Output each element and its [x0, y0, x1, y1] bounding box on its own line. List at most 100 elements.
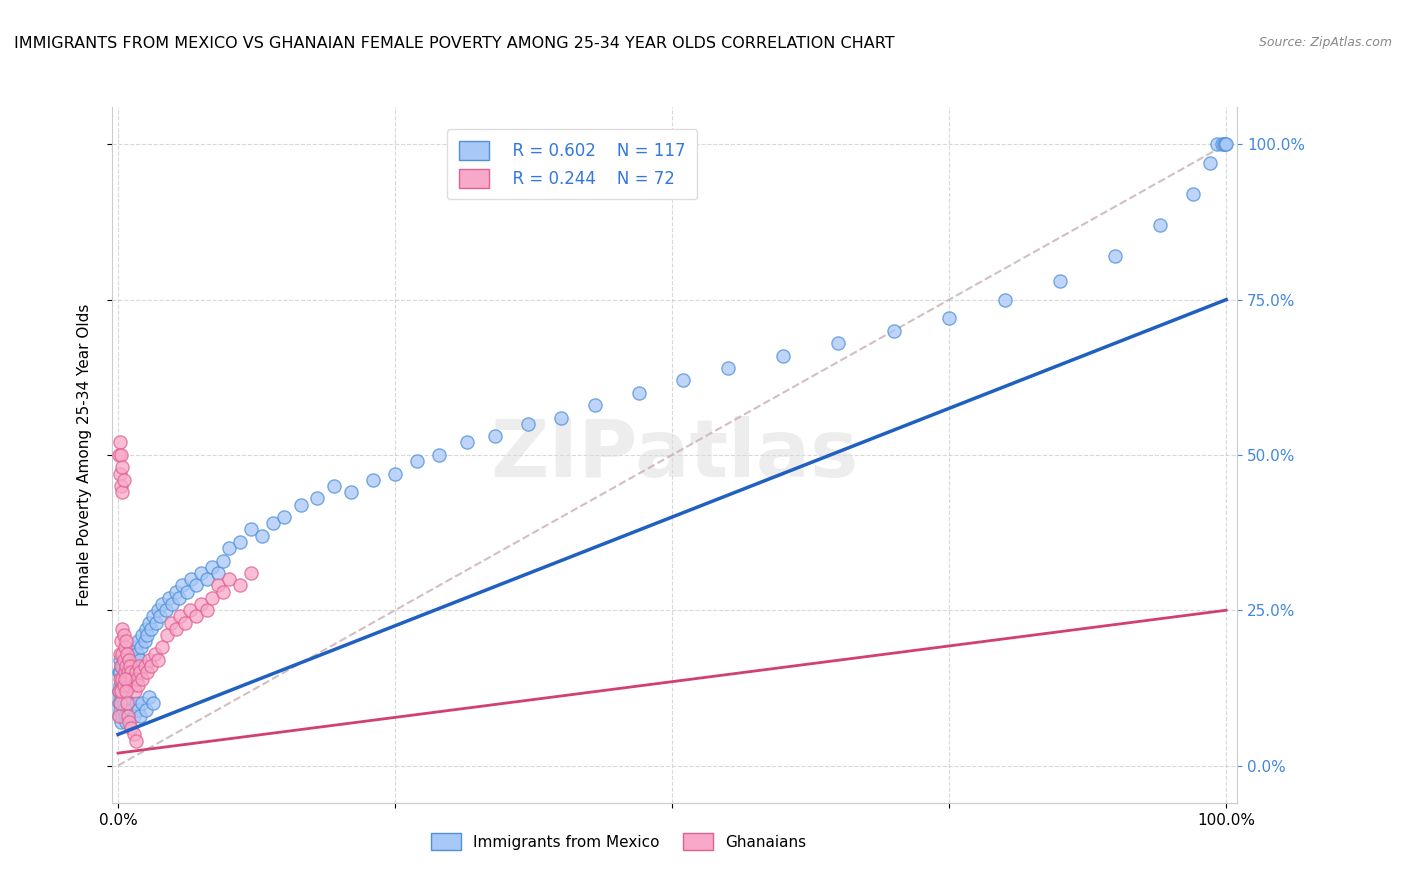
Point: [212, 553, 235, 567]
Point: [114, 634, 136, 648]
Point: [127, 678, 149, 692]
Point: [129, 665, 152, 680]
Point: [1181, 186, 1204, 201]
Point: [111, 647, 134, 661]
Point: [108, 708, 131, 723]
Point: [484, 429, 506, 443]
Point: [108, 684, 131, 698]
Point: [456, 435, 478, 450]
Point: [120, 665, 142, 680]
Point: [146, 653, 169, 667]
Point: [131, 672, 153, 686]
Point: [114, 665, 136, 680]
Point: [108, 697, 131, 711]
Point: [627, 385, 650, 400]
Point: [110, 684, 132, 698]
Point: [195, 572, 218, 586]
Point: [138, 653, 160, 667]
Point: [120, 659, 142, 673]
Point: [184, 609, 207, 624]
Point: [114, 684, 136, 698]
Point: [169, 609, 191, 624]
Point: [117, 708, 139, 723]
Point: [1215, 137, 1237, 152]
Point: [110, 647, 132, 661]
Point: [115, 653, 138, 667]
Point: [111, 678, 134, 692]
Point: [125, 672, 148, 686]
Point: [150, 597, 173, 611]
Point: [112, 659, 135, 673]
Point: [429, 448, 451, 462]
Point: [180, 572, 202, 586]
Point: [131, 697, 153, 711]
Point: [157, 591, 180, 605]
Point: [124, 684, 146, 698]
Point: [114, 672, 136, 686]
Point: [135, 622, 157, 636]
Point: [120, 703, 142, 717]
Point: [110, 714, 132, 729]
Point: [160, 615, 183, 630]
Point: [883, 324, 905, 338]
Point: [120, 653, 142, 667]
Point: [110, 653, 132, 667]
Point: [155, 603, 177, 617]
Point: [112, 473, 135, 487]
Point: [122, 727, 145, 741]
Point: [127, 634, 149, 648]
Point: [993, 293, 1015, 307]
Point: [138, 615, 160, 630]
Point: [184, 578, 207, 592]
Point: [1049, 274, 1071, 288]
Point: [190, 597, 212, 611]
Text: IMMIGRANTS FROM MEXICO VS GHANAIAN FEMALE POVERTY AMONG 25-34 YEAR OLDS CORRELAT: IMMIGRANTS FROM MEXICO VS GHANAIAN FEMAL…: [14, 36, 894, 51]
Point: [240, 523, 263, 537]
Point: [218, 541, 240, 555]
Point: [141, 659, 163, 673]
Point: [125, 665, 148, 680]
Point: [110, 672, 132, 686]
Point: [115, 672, 138, 686]
Point: [118, 678, 141, 692]
Point: [250, 529, 273, 543]
Point: [110, 467, 132, 481]
Point: [127, 703, 149, 717]
Point: [125, 640, 148, 655]
Point: [118, 678, 141, 692]
Point: [114, 665, 136, 680]
Point: [112, 628, 135, 642]
Point: [111, 690, 134, 705]
Point: [179, 603, 201, 617]
Point: [128, 659, 150, 673]
Point: [195, 603, 218, 617]
Point: [550, 410, 572, 425]
Point: [118, 714, 141, 729]
Point: [124, 653, 146, 667]
Point: [110, 672, 132, 686]
Point: [146, 603, 169, 617]
Point: [114, 708, 136, 723]
Point: [115, 647, 138, 661]
Point: [118, 659, 141, 673]
Point: [120, 665, 142, 680]
Legend: Immigrants from Mexico, Ghanaians: Immigrants from Mexico, Ghanaians: [423, 826, 814, 858]
Point: [117, 665, 139, 680]
Point: [165, 622, 187, 636]
Point: [129, 653, 152, 667]
Point: [114, 684, 136, 698]
Point: [145, 615, 167, 630]
Point: [110, 659, 132, 673]
Point: [134, 634, 156, 648]
Text: Source: ZipAtlas.com: Source: ZipAtlas.com: [1258, 36, 1392, 49]
Point: [1149, 218, 1171, 232]
Point: [162, 597, 184, 611]
Point: [384, 467, 406, 481]
Point: [121, 672, 143, 686]
Point: [361, 473, 384, 487]
Point: [108, 448, 131, 462]
Point: [111, 672, 134, 686]
Point: [114, 678, 136, 692]
Point: [290, 498, 312, 512]
Point: [110, 435, 132, 450]
